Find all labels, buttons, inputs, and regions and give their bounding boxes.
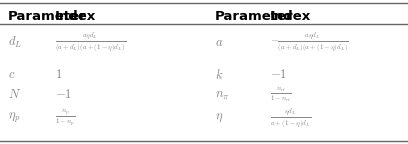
Text: $\frac{a\eta d_L}{(a+d_L)(a+(1-\eta)d_L)}$: $\frac{a\eta d_L}{(a+d_L)(a+(1-\eta)d_L)… — [55, 31, 126, 53]
Text: $\eta_p$: $\eta_p$ — [8, 111, 20, 125]
Text: $1$: $1$ — [55, 69, 62, 82]
Text: Index: Index — [270, 10, 311, 23]
Text: Parameter: Parameter — [8, 10, 86, 23]
Text: $d_L$: $d_L$ — [8, 34, 22, 50]
Text: $N$: $N$ — [8, 89, 21, 102]
Text: Index: Index — [55, 10, 96, 23]
Text: $\frac{n_p}{1-n_p}$: $\frac{n_p}{1-n_p}$ — [55, 108, 75, 128]
Text: $-1$: $-1$ — [270, 69, 287, 82]
Text: $-\frac{a\eta d_L}{(a+d_L)(a+(1-\eta)d_L)}$: $-\frac{a\eta d_L}{(a+d_L)(a+(1-\eta)d_L… — [270, 31, 349, 53]
Text: $k$: $k$ — [215, 68, 223, 82]
Text: $\eta$: $\eta$ — [215, 111, 223, 125]
Text: $\frac{n_{rt}}{1-n_{rt}}$: $\frac{n_{rt}}{1-n_{rt}}$ — [270, 86, 292, 104]
Text: $c$: $c$ — [8, 69, 16, 82]
Text: $n_{\pi}$: $n_{\pi}$ — [215, 89, 229, 102]
Text: Parameter: Parameter — [215, 10, 294, 23]
Text: $a$: $a$ — [215, 36, 223, 49]
Text: $-1$: $-1$ — [55, 89, 72, 102]
Text: $\frac{\eta d_L}{a+(1-\eta)d_L}$: $\frac{\eta d_L}{a+(1-\eta)d_L}$ — [270, 107, 311, 129]
